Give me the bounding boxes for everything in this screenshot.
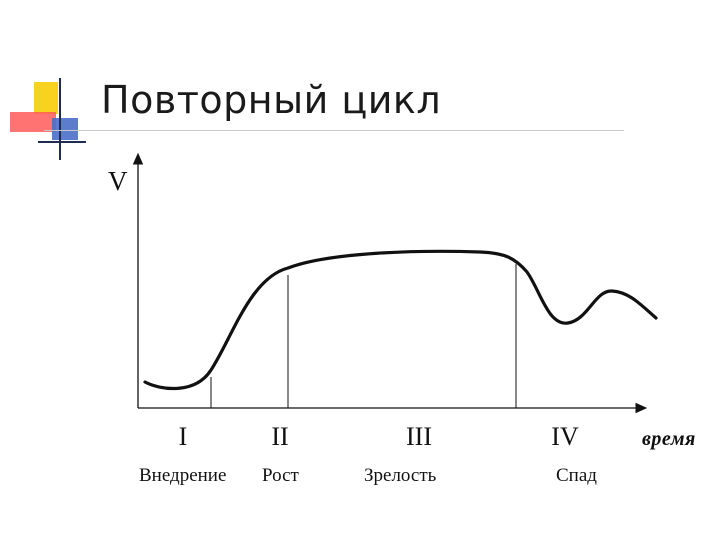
slide-logo-mark — [10, 78, 86, 160]
y-axis-label: V — [108, 166, 128, 196]
x-axis-label: время — [642, 428, 696, 450]
title-divider — [44, 130, 624, 131]
stage-4-numeral: IV — [551, 422, 579, 451]
stage-2-name: Рост — [262, 465, 299, 486]
logo-blue-square — [52, 118, 78, 140]
stage-4-name: Спад — [556, 465, 597, 486]
stage-3-numeral: III — [406, 422, 432, 451]
stage-3-name: Зрелость — [364, 465, 437, 486]
stage-2-numeral: II — [271, 422, 289, 451]
logo-red-bar — [10, 112, 56, 132]
logo-yellow-square — [34, 82, 58, 114]
stage-1-numeral: I — [178, 422, 188, 451]
stage-1-name: Внедрение — [139, 465, 227, 486]
life-cycle-curve — [143, 249, 658, 391]
slide-title: Повторный цикл — [101, 78, 442, 122]
